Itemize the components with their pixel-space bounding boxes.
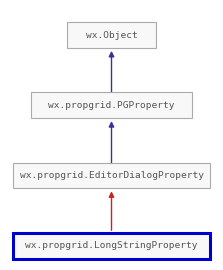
- Text: wx.Object: wx.Object: [86, 31, 137, 40]
- Text: wx.propgrid.EditorDialogProperty: wx.propgrid.EditorDialogProperty: [19, 171, 204, 180]
- FancyBboxPatch shape: [13, 163, 210, 188]
- FancyBboxPatch shape: [31, 92, 192, 118]
- Text: wx.propgrid.LongStringProperty: wx.propgrid.LongStringProperty: [25, 241, 198, 250]
- FancyBboxPatch shape: [13, 233, 210, 259]
- FancyBboxPatch shape: [67, 22, 156, 48]
- Text: wx.propgrid.PGProperty: wx.propgrid.PGProperty: [48, 101, 175, 110]
